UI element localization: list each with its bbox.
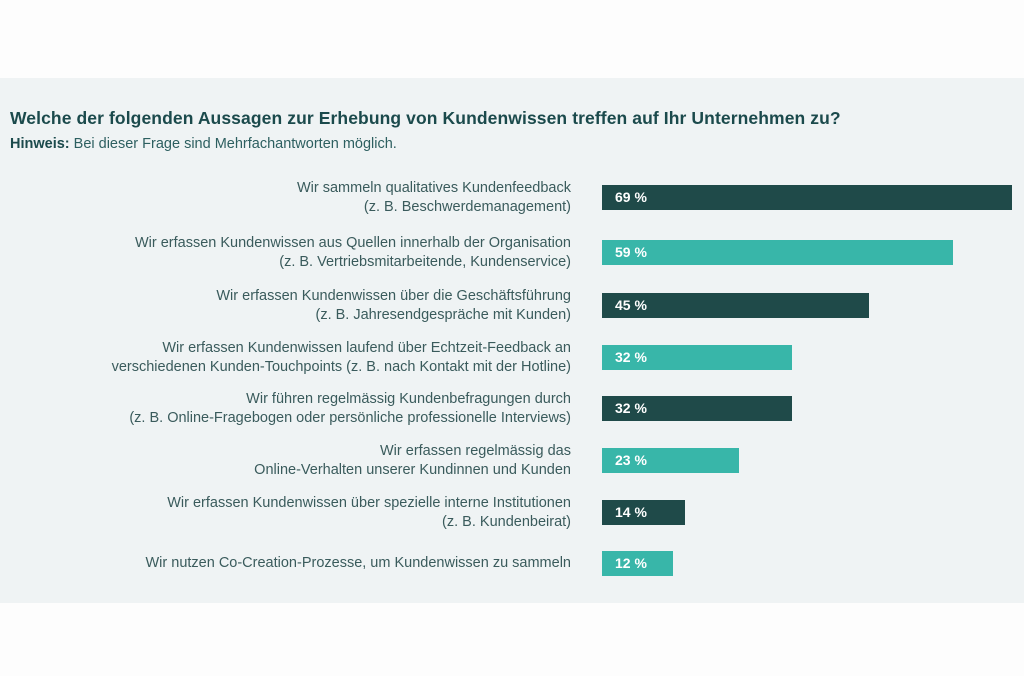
category-label-line: verschiedenen Kunden-Touchpoints (z. B. … (111, 358, 571, 375)
category-label: Wir erfassen regelmässig das Online-Verha… (254, 442, 571, 480)
bar: 32 % (602, 345, 793, 370)
category-label-line: Wir erfassen Kundenwissen aus Quellen in… (134, 234, 571, 251)
category-label: Wir nutzen Co-Creation-Prozesse, um Kund… (145, 554, 571, 573)
category-label-line: Online-Verhalten unserer Kundinnen und K… (254, 461, 571, 478)
category-label-line: Wir sammeln qualitatives Kundenfeedback (296, 179, 571, 196)
bar: 45 % (602, 293, 870, 318)
data-label: 32 % (615, 349, 647, 365)
category-label-line: Wir erfassen Kundenwissen über die Gesch… (216, 287, 571, 304)
bar: 23 % (602, 448, 739, 473)
data-label: 32 % (615, 400, 647, 416)
category-label: Wir erfassen Kundenwissen laufend über E… (112, 339, 571, 377)
bar: 32 % (602, 396, 793, 421)
chart-title: Welche der folgenden Aussagen zur Erhebu… (10, 108, 841, 128)
bar: 59 % (602, 240, 953, 265)
data-label: 45 % (615, 297, 647, 313)
note-text: Bei dieser Frage sind Mehrfachantworten … (69, 136, 397, 152)
category-label-line: (z. B. Online-Fragebogen oder persönlich… (129, 409, 571, 426)
category-label: Wir erfassen Kundenwissen über spezielle… (167, 494, 571, 532)
bar: 12 % (602, 551, 674, 576)
data-label: 23 % (615, 452, 647, 468)
category-label-line: Wir erfassen Kundenwissen über spezielle… (167, 494, 571, 511)
data-label: 59 % (615, 244, 647, 260)
data-label: 69 % (615, 189, 647, 205)
note-label: Hinweis: (10, 136, 70, 152)
category-label: Wir erfassen Kundenwissen über die Gesch… (216, 287, 571, 325)
category-label-line: (z. B. Vertriebsmitarbeitende, Kundenser… (279, 253, 571, 270)
chart-note: Hinweis: Bei dieser Frage sind Mehrfacha… (10, 136, 397, 152)
category-label: Wir erfassen Kundenwissen aus Quellen in… (135, 234, 571, 272)
category-label: Wir sammeln qualitatives Kundenfeedback (… (297, 179, 571, 217)
category-label-line: Wir nutzen Co-Creation-Prozesse, um Kund… (145, 555, 571, 571)
data-label: 14 % (615, 504, 647, 520)
category-label-line: Wir erfassen Kundenwissen laufend über E… (162, 339, 571, 356)
chart-panel: Welche der folgenden Aussagen zur Erhebu… (0, 78, 1024, 603)
category-label-line: (z. B. Kundenbeirat) (442, 513, 571, 530)
category-label-line: Wir erfassen regelmässig das (380, 442, 571, 459)
category-label-line: Wir führen regelmässig Kundenbefragungen… (246, 390, 571, 407)
category-label-line: (z. B. Beschwerdemanagement) (363, 198, 571, 215)
category-label-line: (z. B. Jahresendgespräche mit Kunden) (315, 306, 572, 323)
category-label: Wir führen regelmässig Kundenbefragungen… (129, 390, 571, 428)
bar: 69 % (602, 185, 1012, 210)
bar: 14 % (602, 500, 686, 525)
data-label: 12 % (615, 555, 647, 571)
